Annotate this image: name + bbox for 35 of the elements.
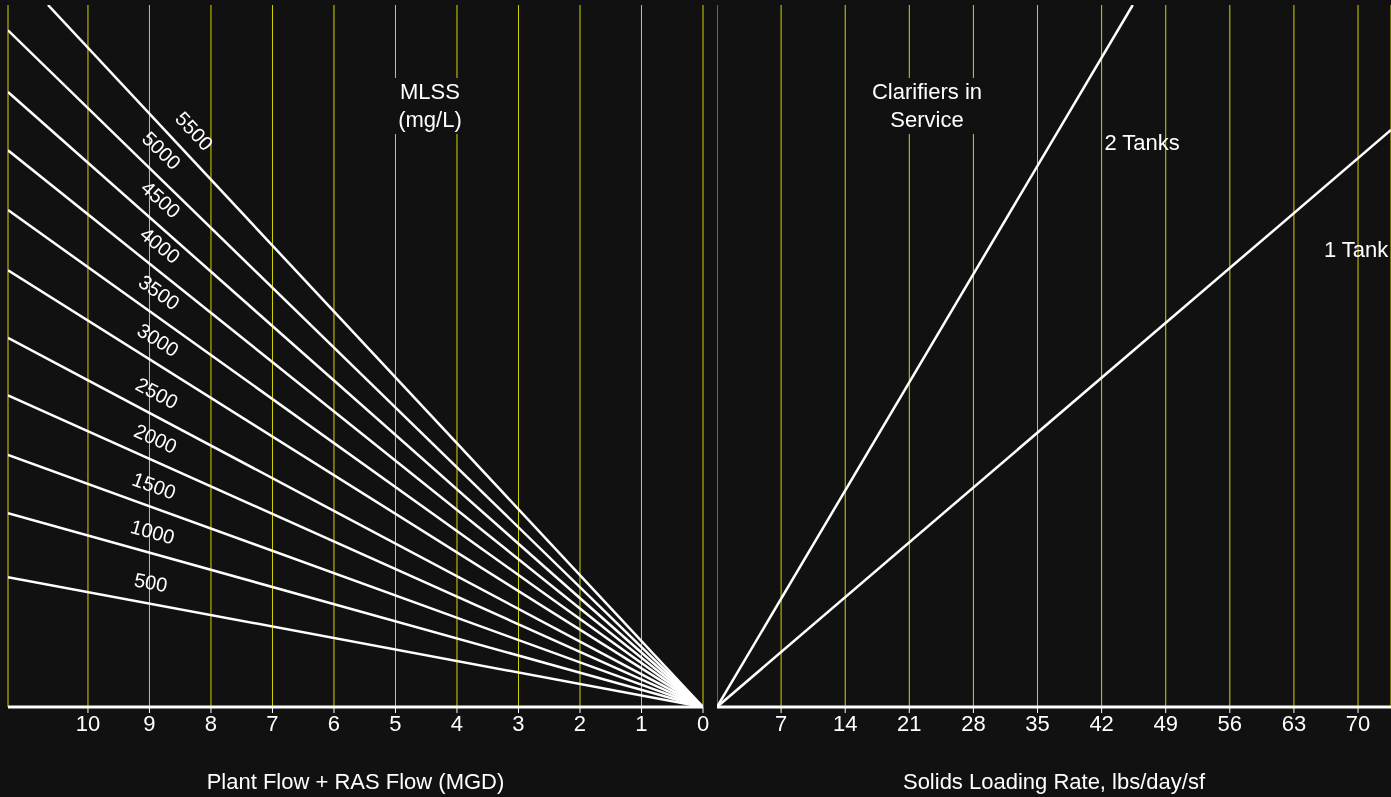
x-tick-label: 28 [961, 710, 986, 736]
x-tick-label: 3 [512, 710, 525, 736]
text: 3500 [134, 270, 184, 315]
legend-title: MLSS (mg/L) [380, 78, 480, 134]
x-tick-label: 56 [1217, 710, 1243, 736]
text: 4000 [135, 222, 185, 268]
x-tick-label: 70 [1345, 710, 1371, 736]
x-axis-title: Solids Loading Rate, lbs/day/sf [902, 769, 1206, 794]
text: 4500 [136, 176, 185, 223]
x-tick-label: 5 [389, 710, 402, 736]
x-tick-label: 14 [832, 710, 858, 736]
text: 2000 [130, 419, 181, 458]
text: 1000 [128, 515, 178, 549]
x-tick-label: 63 [1281, 710, 1307, 736]
text: 1500 [129, 467, 179, 504]
x-axis-title: Plant Flow + RAS Flow (MGD) [206, 769, 505, 794]
x-tick-label: 10 [75, 710, 101, 736]
text: 3000 [133, 318, 183, 362]
x-tick-label: 2 [573, 710, 587, 736]
legend-title: Clarifiers in Service [867, 78, 987, 134]
x-tick-label: 35 [1025, 710, 1050, 736]
text: 500 [132, 568, 170, 597]
x-tick-label: 9 [143, 710, 156, 736]
x-tick-label: 8 [204, 710, 218, 736]
x-tick-label: 1 [635, 710, 648, 736]
x-tick-label: 0 [696, 710, 710, 736]
series-label: 1 Tank [1323, 236, 1390, 262]
x-tick-label: 49 [1153, 710, 1178, 736]
x-tick-label: 6 [327, 710, 341, 736]
x-tick-label: 42 [1089, 710, 1114, 736]
x-tick-label: 4 [450, 710, 464, 736]
text: 2500 [132, 372, 182, 414]
x-tick-label: 21 [897, 710, 922, 736]
x-tick-label: 7 [774, 710, 788, 736]
x-tick-label: 7 [266, 710, 279, 736]
